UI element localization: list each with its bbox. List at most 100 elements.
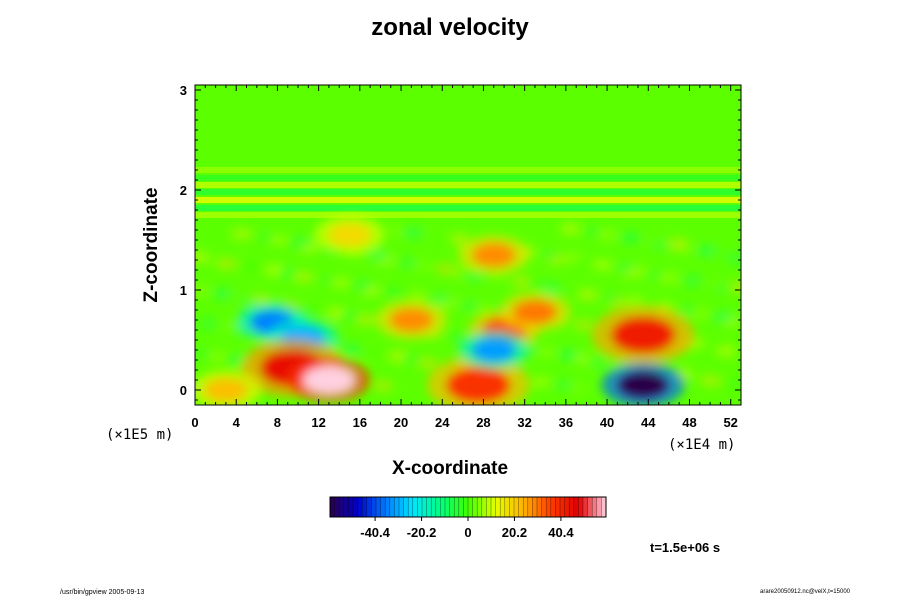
colorbar-segment [491,497,497,517]
colorbar-segment [592,497,598,517]
field-texture [560,223,581,235]
field-texture [354,280,375,292]
colorbar-segment [357,497,363,517]
x-tick-label: 20 [394,415,408,430]
velocity-feature [512,300,557,324]
colorbar-segment [399,497,405,517]
field-texture [445,330,466,342]
colorbar-segment [426,497,432,517]
field-texture [411,260,432,272]
colorbar-segment [546,497,552,517]
field-texture [644,235,665,247]
field-texture [401,353,422,365]
colorbar-segment [495,497,501,517]
field-texture [293,271,314,283]
colorbar-segment [330,497,336,517]
colorbar-segment [477,497,483,517]
colorbar-segment [435,497,441,517]
velocity-feature [471,243,516,267]
field-texture [567,382,588,394]
colorbar-segment [486,497,492,517]
y-tick-label: 1 [180,283,187,298]
field-texture [383,287,404,299]
field-texture [563,252,584,264]
x-tick-label: 4 [233,415,241,430]
x-tick-label: 24 [435,415,450,430]
velocity-feature [327,223,372,247]
field-texture [535,346,556,358]
colorbar-segment [380,497,386,517]
field-texture [729,281,741,293]
stratified-band [195,197,741,203]
x-tick-label: 16 [353,415,367,430]
field-texture [620,232,641,244]
colorbar-segment [523,497,529,517]
colorbar-segment [472,497,478,517]
field-texture [195,285,210,297]
footer-command: /usr/bin/gpview 2005-09-13 [60,589,145,596]
field-texture [473,303,494,315]
colorbar-segment [417,497,423,517]
colorbar-segment [431,497,437,517]
plot-frame [194,84,742,406]
velocity-feature [471,338,516,362]
y-axis: 0 1 2 3 [180,83,741,401]
field-texture [705,278,726,290]
colorbar-tick-label: 0 [464,525,471,540]
colorbar-segment [509,497,515,517]
colorbar-segment [573,497,579,517]
field-texture [691,308,712,320]
colorbar-segment [504,497,510,517]
colorbar-segment [440,497,446,517]
field-texture [435,263,456,275]
colorbar-segment [339,497,345,517]
field-texture [629,265,650,277]
field-texture [625,295,646,307]
colorbar-segment [412,497,418,517]
colorbar-segment [376,497,382,517]
field-texture [198,318,219,330]
field-texture [682,275,703,287]
y-tick-label: 0 [180,383,187,398]
colorbar-segment [596,497,602,517]
colorbar-segment [353,497,359,517]
field-texture [597,229,618,241]
field-texture [488,273,509,285]
field-texture [530,376,551,388]
colorbar-segment [362,497,368,517]
x-tick-label: 12 [311,415,325,430]
x-tick-label: 32 [517,415,531,430]
field-texture [714,311,735,323]
x-scale-label: (×1E5 m) [106,427,174,443]
stratified-band [195,189,741,195]
colorbar-tick-label: -40.4 [360,525,390,540]
field-texture [208,225,229,237]
field-texture [444,296,465,308]
colorbar-segment [518,497,524,517]
colorbar-segment [334,497,340,517]
colorbar-segment [449,497,455,517]
colorbar-segment [348,497,354,517]
field-texture [226,291,247,303]
time-label: t=1.5e+06 s [650,540,721,555]
colorbar-segment [569,497,575,517]
stratified-band [195,167,741,173]
colorbar-segment [514,497,520,517]
field-texture [364,347,385,359]
field-texture [292,237,313,249]
field-texture [667,238,688,250]
x-tick-label: 36 [559,415,573,430]
field-texture [716,345,737,357]
velocity-feature [446,367,511,403]
x-tick-label: 8 [274,415,281,430]
colorbar-segment [422,497,428,517]
plot-area [194,84,742,406]
colorbar-segment [537,497,543,517]
x-tick-label: 0 [191,415,198,430]
field-texture [249,294,270,306]
stratified-band [195,182,741,188]
field-texture [339,310,360,322]
field-texture [368,250,389,262]
colorbar-segment [481,497,487,517]
